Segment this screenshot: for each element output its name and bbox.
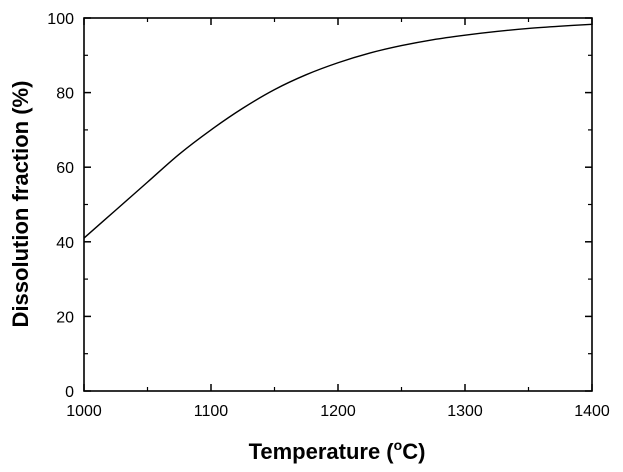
x-tick-label: 1200 [320, 403, 356, 420]
plot-area: 1000 1100 1200 1300 1400 0 20 40 60 80 100 [47, 11, 610, 420]
x-axis-title: Temperature (oC) [249, 437, 426, 464]
series-line [83, 23, 593, 239]
x-axis-title-main: Temperature ( [249, 439, 395, 464]
y-tick-label: 0 [65, 384, 74, 401]
x-tick-label: 1000 [66, 403, 102, 420]
x-tick-label: 1100 [194, 403, 229, 420]
x-tick-label: 1300 [447, 403, 483, 420]
y-tick-label: 40 [56, 235, 74, 252]
x-axis-title-superscript: o [394, 437, 403, 453]
x-axis-title-tail: C) [402, 439, 425, 464]
y-tick-label: 60 [56, 160, 74, 177]
y-axis-title: Dissolution fraction (%) [8, 81, 33, 328]
y-tick-label: 100 [47, 11, 74, 28]
x-tick-label: 1400 [574, 403, 610, 420]
y-tick-label: 20 [56, 309, 74, 326]
y-tick-label: 80 [56, 86, 74, 103]
plot-frame [83, 17, 593, 392]
